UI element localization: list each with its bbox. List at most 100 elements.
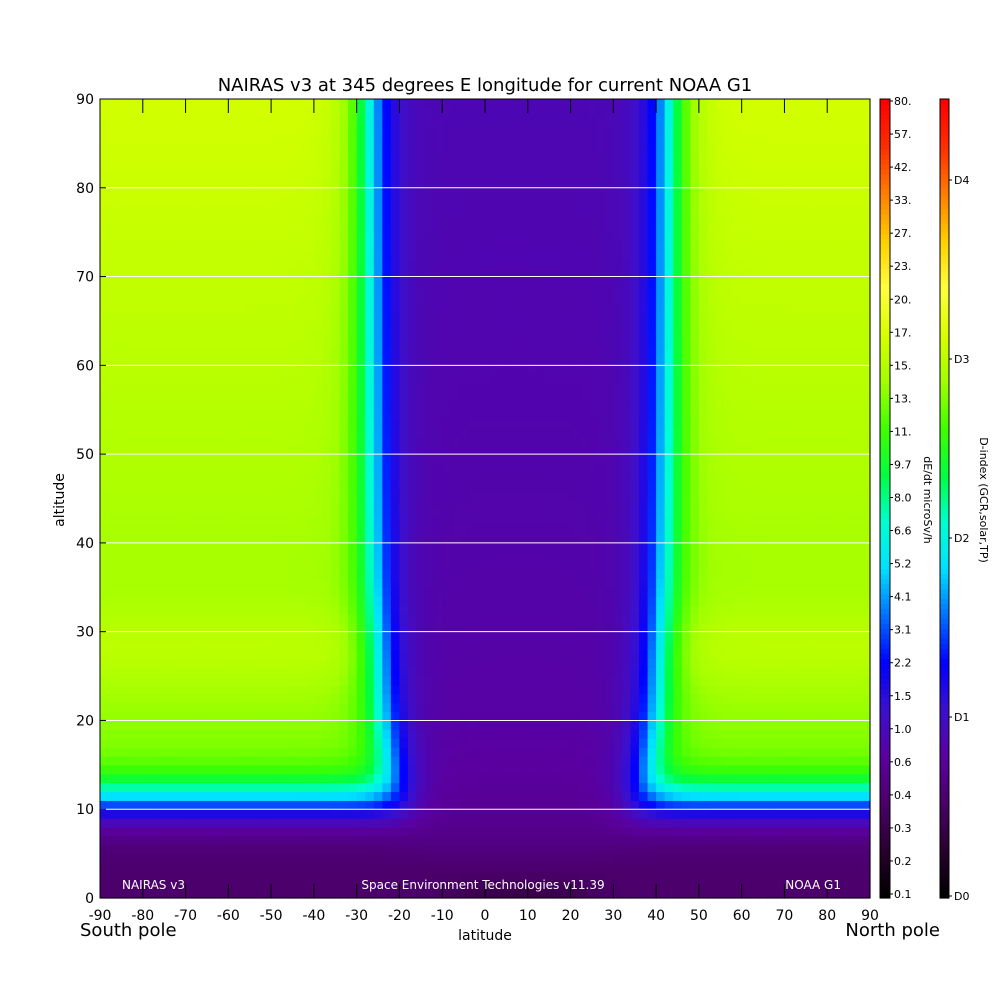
heatmap-cell	[142, 578, 152, 588]
heatmap-cell	[288, 418, 298, 429]
heatmap-cell	[159, 755, 170, 766]
heatmap-cell	[159, 702, 170, 713]
heatmap-cell	[707, 534, 717, 544]
heatmap-cell	[801, 693, 811, 704]
heatmap-cell	[579, 747, 589, 757]
heatmap-cell	[758, 800, 768, 810]
heatmap-cell	[134, 826, 144, 837]
heatmap-cell	[733, 791, 743, 801]
heatmap-cell	[844, 631, 854, 642]
heatmap-cell	[519, 791, 529, 801]
heatmap-cell	[793, 782, 803, 793]
heatmap-cell	[613, 693, 623, 704]
heatmap-cell	[861, 418, 871, 429]
heatmap-cell	[322, 800, 332, 810]
heatmap-cell	[579, 818, 589, 828]
heatmap-cell	[750, 747, 760, 757]
heatmap-cell	[219, 747, 229, 757]
heatmap-cell	[108, 578, 118, 588]
heatmap-cell	[630, 729, 640, 739]
heatmap-cell	[681, 835, 691, 846]
heatmap-cell	[562, 835, 572, 846]
heatmap-cell	[108, 534, 118, 544]
heatmap-cell	[168, 534, 178, 544]
heatmap-cell	[664, 525, 674, 535]
heatmap-cell	[544, 649, 555, 659]
heatmap-cell	[613, 782, 623, 793]
heatmap-cell	[510, 676, 520, 686]
heatmap-cell	[698, 649, 709, 659]
heatmap-cell	[459, 782, 469, 793]
heatmap-cell	[681, 693, 691, 704]
heatmap	[100, 99, 871, 899]
heatmap-cell	[425, 844, 435, 855]
heatmap-cell	[348, 844, 358, 855]
heatmap-cell	[254, 809, 264, 819]
heatmap-cell	[587, 738, 597, 748]
heatmap-cell	[228, 596, 238, 606]
heatmap-cell	[211, 649, 221, 659]
heatmap-cell	[647, 427, 657, 437]
heatmap-cell	[408, 409, 418, 420]
heatmap-cell	[485, 418, 495, 429]
heatmap-cell	[664, 649, 674, 659]
heatmap-cell	[698, 480, 709, 491]
heatmap-cell	[527, 800, 537, 810]
heatmap-cell	[373, 809, 383, 819]
heatmap-cell	[476, 534, 486, 544]
heatmap-cell	[536, 755, 546, 766]
heatmap-cell	[365, 489, 375, 500]
heatmap-cell	[656, 667, 666, 677]
heatmap-cell	[279, 764, 289, 775]
heatmap-cell	[775, 427, 786, 437]
heatmap-cell	[202, 605, 212, 615]
heatmap-cell	[656, 800, 666, 810]
heatmap-cell	[673, 800, 683, 810]
heatmap-cell	[254, 418, 264, 429]
heatmap-cell	[562, 587, 572, 597]
heatmap-cell	[134, 516, 144, 526]
heatmap-cell	[741, 560, 751, 571]
heatmap-cell	[519, 596, 529, 606]
heatmap-cell	[493, 711, 503, 722]
heatmap-cell	[365, 587, 375, 597]
heatmap-cell	[750, 427, 760, 437]
heatmap-cell	[570, 853, 580, 864]
heatmap-cell	[613, 755, 623, 766]
heatmap-cell	[416, 711, 426, 722]
heatmap-cell	[245, 809, 255, 819]
heatmap-cell	[835, 436, 845, 446]
heatmap-cell	[365, 658, 375, 668]
heatmap-cell	[202, 658, 212, 668]
heatmap-cell	[459, 613, 469, 624]
heatmap-cell	[399, 560, 409, 571]
heatmap-cell	[827, 569, 837, 579]
heatmap-cell	[442, 613, 452, 624]
heatmap-cell	[767, 676, 777, 686]
heatmap-cell	[382, 871, 392, 881]
heatmap-cell	[142, 844, 152, 855]
heatmap-cell	[690, 418, 700, 429]
heatmap-cell	[168, 853, 178, 864]
heatmap-cell	[313, 729, 324, 739]
heatmap-cell	[562, 631, 572, 642]
heatmap-cell	[741, 755, 751, 766]
heatmap-cell	[331, 516, 341, 526]
heatmap-cell	[211, 791, 221, 801]
heatmap-cell	[758, 889, 768, 899]
heatmap-cell	[322, 560, 332, 571]
heatmap-cell	[553, 640, 563, 651]
heatmap-cell	[100, 809, 110, 819]
heatmap-cell	[673, 809, 683, 819]
heatmap-cell	[211, 764, 221, 775]
heatmap-cell	[613, 880, 623, 890]
heatmap-cell	[775, 605, 786, 615]
heatmap-cell	[134, 729, 144, 739]
heatmap-cell	[288, 889, 298, 899]
heatmap-cell	[630, 525, 640, 535]
heatmap-cell	[621, 835, 632, 846]
heatmap-cell	[536, 525, 546, 535]
heatmap-cell	[382, 409, 392, 420]
heatmap-cell	[758, 729, 768, 739]
heatmap-cell	[681, 747, 691, 757]
